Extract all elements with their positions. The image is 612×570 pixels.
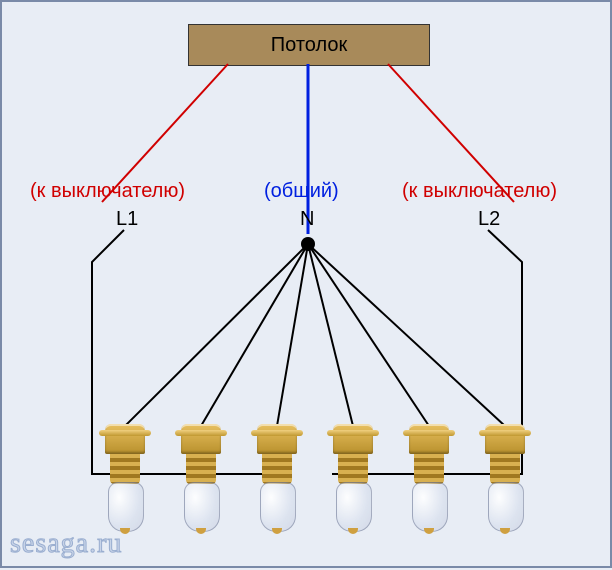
label-n-paren: (общий) bbox=[264, 180, 339, 203]
bulb-socket-icon bbox=[105, 424, 145, 454]
bulb-screw-icon bbox=[110, 454, 140, 484]
bulb-screw-icon bbox=[338, 454, 368, 484]
bulb-glass-icon bbox=[260, 482, 296, 532]
label-l1-code: L1 bbox=[116, 208, 138, 231]
bulb-glass-icon bbox=[412, 482, 448, 532]
bulb-tip-icon bbox=[272, 528, 282, 534]
bulb-glass-icon bbox=[336, 482, 372, 532]
bulb-socket-icon bbox=[485, 424, 525, 454]
bulb-socket-icon bbox=[181, 424, 221, 454]
watermark: sesaga.ru bbox=[10, 528, 122, 560]
bulb-5 bbox=[406, 424, 452, 534]
label-n-code: N bbox=[300, 208, 314, 231]
label-l2-paren: (к выключателю) bbox=[402, 180, 557, 203]
bulb-tip-icon bbox=[348, 528, 358, 534]
n-wire-4 bbox=[308, 244, 353, 426]
bulb-glass-icon bbox=[488, 482, 524, 532]
bulb-tip-icon bbox=[424, 528, 434, 534]
bulb-tip-icon bbox=[196, 528, 206, 534]
bulb-screw-icon bbox=[262, 454, 292, 484]
label-l2-code: L2 bbox=[478, 208, 500, 231]
label-l1-paren: (к выключателю) bbox=[30, 180, 185, 203]
bulb-socket-icon bbox=[333, 424, 373, 454]
bulb-1 bbox=[102, 424, 148, 534]
bulb-screw-icon bbox=[414, 454, 444, 484]
bulb-screw-icon bbox=[490, 454, 520, 484]
bulb-glass-icon bbox=[184, 482, 220, 532]
bulb-3 bbox=[254, 424, 300, 534]
bulb-4 bbox=[330, 424, 376, 534]
bulb-6 bbox=[482, 424, 528, 534]
bulb-2 bbox=[178, 424, 224, 534]
n-wire-6 bbox=[308, 244, 505, 426]
bulb-tip-icon bbox=[500, 528, 510, 534]
n-wire-5 bbox=[308, 244, 429, 426]
bulb-glass-icon bbox=[108, 482, 144, 532]
bulb-socket-icon bbox=[257, 424, 297, 454]
bulb-screw-icon bbox=[186, 454, 216, 484]
bulb-socket-icon bbox=[409, 424, 449, 454]
